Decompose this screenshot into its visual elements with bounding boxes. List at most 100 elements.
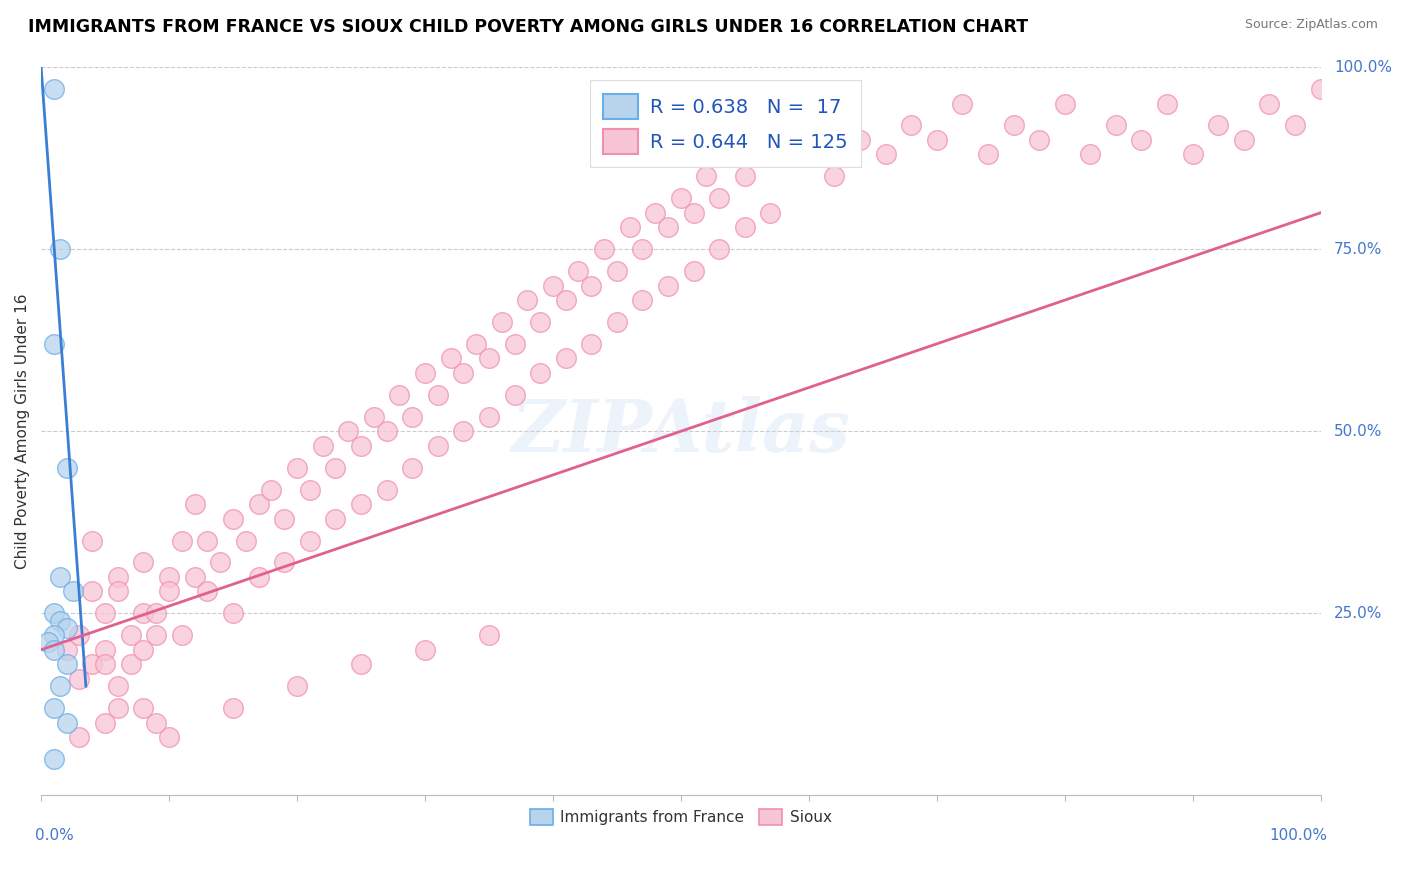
Point (337, 424, 360, 438)
Point (669, 191, 692, 205)
Point (772, 119, 794, 133)
Point (1258, 96, 1281, 111)
Point (453, 366, 475, 380)
Point (581, 336, 603, 351)
Point (657, 220, 679, 235)
Point (593, 242, 616, 256)
Point (900, 119, 922, 133)
Text: 25.0%: 25.0% (1334, 606, 1382, 621)
Point (439, 351, 461, 366)
Point (94, 607, 117, 621)
Point (695, 169, 717, 184)
Point (49, 242, 72, 256)
Point (631, 293, 654, 308)
Point (145, 628, 167, 642)
Point (747, 133, 769, 147)
Y-axis label: Child Poverty Among Girls Under 16: Child Poverty Among Girls Under 16 (15, 293, 30, 569)
Point (107, 701, 129, 715)
Point (644, 206, 666, 220)
Point (1028, 133, 1050, 147)
Point (619, 220, 641, 235)
Point (183, 570, 205, 584)
Point (55, 642, 77, 657)
Point (311, 439, 333, 453)
Point (709, 191, 731, 205)
Point (42, 752, 65, 766)
Point (759, 147, 782, 161)
Point (62, 584, 84, 599)
Point (170, 628, 193, 642)
Point (1053, 96, 1076, 111)
Point (529, 315, 551, 329)
Point (1233, 133, 1256, 147)
Point (388, 388, 411, 402)
Point (55, 657, 77, 672)
Text: 50.0%: 50.0% (1334, 424, 1382, 439)
Point (222, 607, 245, 621)
Point (401, 409, 423, 424)
Point (247, 497, 270, 511)
Point (298, 483, 321, 497)
Point (69, 730, 91, 744)
Point (82, 584, 104, 599)
Point (1206, 119, 1229, 133)
Point (503, 336, 526, 351)
Point (132, 607, 155, 621)
Text: ZIPAtlas: ZIPAtlas (512, 396, 851, 467)
Point (478, 351, 501, 366)
Point (55, 621, 77, 635)
Point (49, 570, 72, 584)
Point (478, 409, 501, 424)
Point (222, 701, 245, 715)
Point (1309, 82, 1331, 96)
Point (401, 460, 423, 475)
Point (426, 439, 449, 453)
Text: IMMIGRANTS FROM FRANCE VS SIOUX CHILD POVERTY AMONG GIRLS UNDER 16 CORRELATION C: IMMIGRANTS FROM FRANCE VS SIOUX CHILD PO… (28, 18, 1028, 36)
Point (107, 679, 129, 693)
Point (132, 642, 155, 657)
Point (734, 169, 756, 184)
Point (157, 570, 180, 584)
Point (375, 483, 398, 497)
Point (541, 278, 564, 293)
Point (107, 570, 129, 584)
Point (1105, 119, 1128, 133)
Point (42, 628, 65, 642)
Point (49, 679, 72, 693)
Point (797, 96, 820, 111)
Point (197, 533, 219, 548)
Point (759, 206, 782, 220)
Point (247, 570, 270, 584)
Point (132, 555, 155, 569)
Point (37, 635, 59, 649)
Point (69, 672, 91, 686)
Point (42, 642, 65, 657)
Text: 100.0%: 100.0% (1270, 828, 1327, 843)
Point (350, 439, 373, 453)
Point (682, 206, 704, 220)
Point (350, 497, 373, 511)
Point (298, 533, 321, 548)
Point (1002, 119, 1025, 133)
Point (478, 628, 501, 642)
Point (157, 584, 180, 599)
Point (413, 642, 436, 657)
Point (1181, 147, 1204, 161)
Point (94, 642, 117, 657)
Point (273, 555, 295, 569)
Point (453, 424, 475, 438)
Point (82, 533, 104, 548)
Point (273, 511, 295, 525)
Point (325, 460, 347, 475)
Point (145, 607, 167, 621)
Point (567, 264, 589, 278)
Point (950, 96, 973, 111)
Point (120, 628, 142, 642)
Point (1130, 133, 1153, 147)
Point (554, 293, 576, 308)
Point (734, 220, 756, 235)
Point (183, 497, 205, 511)
Text: 75.0%: 75.0% (1334, 242, 1382, 257)
Point (529, 366, 551, 380)
Point (145, 715, 167, 730)
